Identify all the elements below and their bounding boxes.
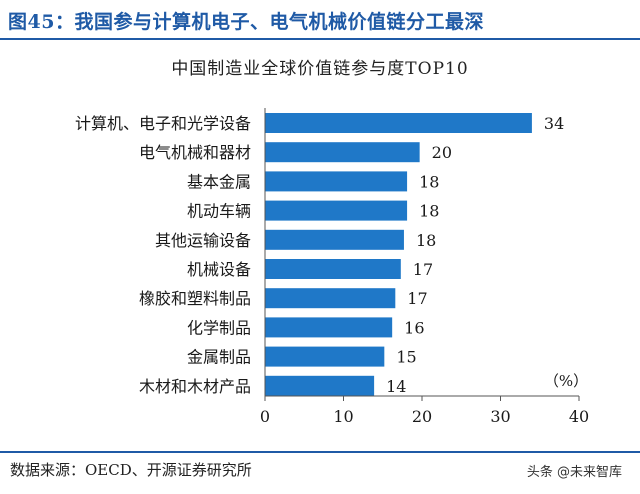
bar	[265, 171, 408, 192]
category-label: 基本金属	[187, 172, 251, 191]
data-label: 17	[407, 289, 427, 308]
bar	[265, 200, 408, 221]
x-tick-label: 0	[260, 407, 270, 426]
data-label: 20	[432, 143, 452, 162]
watermark: 头条 @未来智库	[526, 465, 622, 480]
figure-footer: 数据来源：OECD、开源证券研究所 头条 @未来智库	[0, 451, 640, 494]
bar	[265, 317, 393, 338]
category-label: 计算机、电子和光学设备	[75, 114, 251, 133]
data-label: 18	[419, 172, 439, 191]
category-label: 电气机械和器材	[139, 143, 251, 162]
bar	[265, 259, 401, 279]
x-tick-label: 30	[490, 407, 510, 426]
data-label: 14	[386, 377, 406, 396]
data-label: 34	[544, 114, 564, 133]
source-note: 数据来源：OECD、开源证券研究所	[10, 461, 252, 479]
bar	[265, 229, 404, 250]
category-label: 机械设备	[187, 260, 251, 279]
bar	[265, 288, 396, 309]
data-label: 18	[419, 202, 439, 221]
category-label: 木材和木材产品	[139, 377, 251, 396]
category-label: 机动车辆	[187, 202, 251, 221]
x-tick-label: 40	[569, 407, 589, 426]
bar	[265, 142, 420, 163]
category-label: 其他运输设备	[155, 231, 251, 250]
bar	[265, 375, 375, 396]
data-label: 16	[404, 318, 424, 337]
bar	[265, 346, 385, 367]
category-label: 金属制品	[187, 348, 251, 367]
figure-header: 图45：我国参与计算机电子、电气机械价值链分工最深	[0, 0, 640, 40]
x-tick-label: 20	[412, 407, 432, 426]
data-label: 18	[416, 231, 436, 250]
bar	[265, 113, 532, 133]
data-label: 17	[413, 260, 433, 279]
unit-label: （%）	[544, 372, 588, 390]
figure-title: 图45：我国参与计算机电子、电气机械价值链分工最深	[8, 11, 484, 33]
data-label: 15	[396, 348, 416, 367]
chart-title: 中国制造业全球价值链参与度TOP10	[171, 59, 469, 79]
bar-chart: 计算机、电子和光学设备 34 电气机械和器材 20 基本金属 18 机动车辆 18 其他运输设备…	[75, 108, 589, 426]
category-label: 橡胶和塑料制品	[139, 289, 251, 308]
x-tick-label: 10	[333, 407, 353, 426]
category-label: 化学制品	[187, 318, 251, 337]
